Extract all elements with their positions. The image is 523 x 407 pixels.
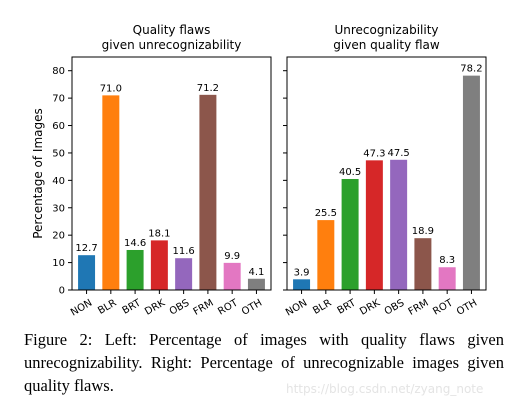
chart-title-line: given unrecognizability (102, 38, 242, 52)
bar-rot (223, 262, 241, 290)
bar-frm (414, 238, 432, 290)
x-tick-label: FRM (407, 298, 431, 318)
data-label: 8.3 (439, 255, 455, 266)
y-tick-label: 0 (59, 286, 65, 297)
data-label: 9.9 (224, 251, 240, 262)
figure-caption: Figure 2: Left: Percentage of images wit… (24, 330, 504, 395)
x-tick-label: OBS (168, 298, 192, 318)
x-tick-label: OTH (240, 298, 264, 318)
x-tick-label: FRM (192, 298, 216, 318)
y-tick-label: 50 (52, 148, 65, 159)
bar-drk (150, 240, 168, 290)
x-tick-label: OBS (383, 298, 407, 318)
x-tick-label: DRK (143, 297, 167, 317)
x-tick-label: BLR (311, 298, 333, 317)
data-label: 18.9 (412, 226, 434, 237)
watermark: https://blog.csdn.net/zyang_note (286, 382, 484, 396)
x-tick-label: ROT (216, 297, 240, 317)
bar-obs (390, 159, 408, 290)
bar-frm (199, 94, 217, 290)
data-label: 4.1 (248, 267, 264, 278)
data-label: 18.1 (148, 228, 170, 239)
data-label: 47.3 (363, 148, 385, 159)
x-tick-label: BLR (96, 298, 118, 317)
data-label: 71.0 (100, 83, 122, 94)
y-tick-label: 80 (52, 66, 65, 77)
y-tick-label: 70 (52, 94, 65, 105)
data-label: 11.6 (173, 246, 195, 257)
data-label: 25.5 (315, 208, 337, 219)
data-label: 78.2 (460, 64, 482, 75)
y-tick-label: 10 (52, 258, 65, 269)
x-tick-label: NON (284, 298, 309, 319)
data-label: 40.5 (339, 167, 361, 178)
bar-blr (317, 220, 335, 290)
bar-obs (175, 258, 193, 290)
bar-oth (247, 278, 265, 290)
data-label: 47.5 (388, 148, 410, 159)
bar-drk (365, 160, 383, 290)
x-tick-label: BRT (121, 297, 144, 317)
chart-title-line: given quality flaw (333, 38, 440, 52)
data-label: 12.7 (75, 243, 97, 254)
chart-title-line: Unrecognizability (334, 23, 438, 37)
data-label: 14.6 (124, 238, 146, 249)
y-axis-label: Percentage of Images (31, 108, 45, 239)
x-tick-label: ROT (431, 297, 455, 317)
y-tick-label: 30 (52, 203, 65, 214)
plot-frame (286, 56, 487, 291)
chart-title-line: Quality flaws (133, 23, 211, 37)
bar-non (293, 279, 311, 290)
x-tick-label: DRK (358, 297, 382, 317)
bar-rot (438, 267, 456, 290)
bar-blr (102, 95, 120, 291)
y-tick-label: 20 (52, 231, 65, 242)
x-tick-label: OTH (455, 298, 479, 318)
plot-frame (71, 56, 272, 291)
x-tick-label: NON (69, 298, 94, 319)
y-tick-label: 40 (52, 176, 65, 187)
data-label: 3.9 (294, 267, 310, 278)
bar-non (78, 255, 96, 290)
x-tick-label: BRT (336, 297, 359, 317)
bar-oth (462, 75, 480, 290)
y-tick-label: 60 (52, 121, 65, 132)
bar-brt (341, 178, 359, 290)
bar-brt (126, 249, 144, 290)
data-label: 71.2 (197, 83, 219, 94)
